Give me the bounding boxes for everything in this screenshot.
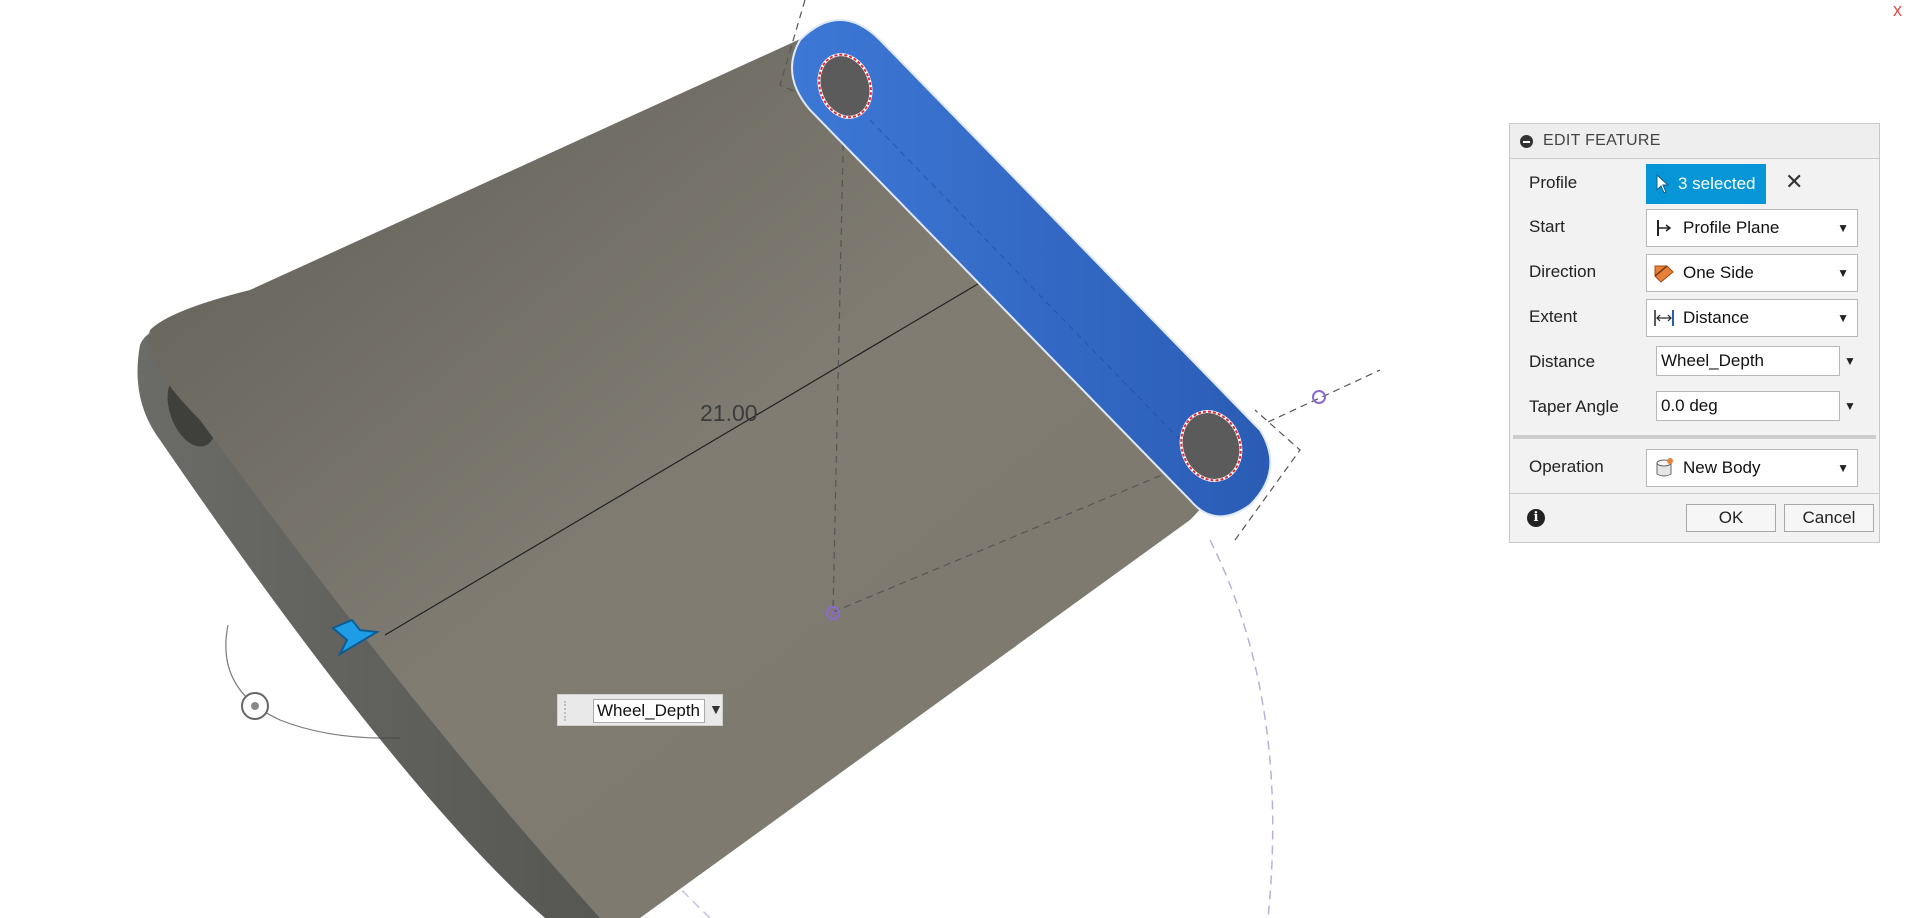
chevron-down-icon[interactable]: ▼ <box>1844 354 1856 368</box>
direction-select[interactable]: One Side ▼ <box>1646 254 1858 292</box>
new-body-icon <box>1656 458 1673 477</box>
taper-angle-label: Taper Angle <box>1529 397 1619 416</box>
selected-hole-top <box>817 53 873 119</box>
extent-label: Extent <box>1529 307 1578 326</box>
construction-line <box>832 454 1211 613</box>
sketch-point <box>826 606 840 620</box>
profile-selection-count: 3 selected <box>1678 174 1756 193</box>
start-value: Profile Plane <box>1683 218 1780 237</box>
chevron-down-icon[interactable]: ▼ <box>709 701 723 717</box>
profile-row: Profile 3 selected ✕ <box>1510 163 1879 204</box>
direction-row: Direction One Side ▼ <box>1510 252 1879 292</box>
chevron-down-icon: ▼ <box>1837 311 1849 325</box>
panel-title: EDIT FEATURE <box>1543 132 1661 149</box>
one-side-icon <box>1654 265 1674 283</box>
profile-label: Profile <box>1529 173 1578 192</box>
sketch-point <box>1312 390 1326 404</box>
corner-mark: x <box>1893 0 1902 20</box>
distance-icon <box>1654 310 1674 326</box>
chevron-down-icon: ▼ <box>1837 266 1849 280</box>
inline-distance-input[interactable]: Wheel_Depth <box>593 699 705 723</box>
panel-header[interactable]: EDIT FEATURE <box>1510 124 1879 159</box>
panel-footer: i OK Cancel <box>1510 493 1879 544</box>
taper-angle-row: Taper Angle 0.0 deg ▼ <box>1510 387 1879 427</box>
direction-label: Direction <box>1529 262 1597 281</box>
chevron-down-icon: ▼ <box>1837 221 1849 235</box>
cancel-button[interactable]: Cancel <box>1784 504 1874 532</box>
taper-angle-input[interactable]: 0.0 deg <box>1656 391 1840 421</box>
start-select[interactable]: Profile Plane ▼ <box>1646 209 1858 247</box>
divider <box>1513 435 1876 439</box>
distance-input[interactable]: Wheel_Depth <box>1656 346 1840 376</box>
chevron-down-icon: ▼ <box>1837 461 1849 475</box>
model-top-face <box>148 30 1251 918</box>
direction-value: One Side <box>1683 263 1754 282</box>
construction-line <box>832 59 846 613</box>
drag-grip-icon[interactable] <box>564 701 574 721</box>
operation-label: Operation <box>1529 457 1604 476</box>
selected-profile <box>791 19 1272 518</box>
profile-selection-button[interactable]: 3 selected <box>1646 164 1766 204</box>
chevron-down-icon[interactable]: ▼ <box>1844 399 1856 413</box>
dimension-label[interactable]: 21.00 <box>700 400 758 426</box>
ok-button[interactable]: OK <box>1686 504 1776 532</box>
extent-value: Distance <box>1683 308 1750 327</box>
rotation-manipulator <box>225 624 401 739</box>
edit-feature-panel: EDIT FEATURE Profile 3 selected ✕ Start … <box>1509 123 1880 543</box>
profile-plane-icon <box>1657 220 1672 236</box>
operation-select[interactable]: New Body ▼ <box>1646 449 1858 487</box>
distance-label: Distance <box>1529 352 1596 371</box>
clear-selection-icon[interactable]: ✕ <box>1785 169 1804 194</box>
dimension-line <box>384 261 1016 636</box>
sketch-arc <box>1209 539 1274 918</box>
distance-arrow-handle <box>331 618 381 657</box>
inline-distance-editor[interactable]: Wheel_Depth ▼ <box>557 694 723 726</box>
distance-row: Distance Wheel_Depth ▼ <box>1510 342 1879 382</box>
operation-row: Operation New Body ▼ <box>1510 447 1879 487</box>
cursor-icon <box>1656 174 1670 194</box>
extent-select[interactable]: Distance ▼ <box>1646 299 1858 337</box>
collapse-icon[interactable] <box>1520 134 1533 148</box>
operation-value: New Body <box>1683 458 1761 477</box>
start-label: Start <box>1529 217 1565 236</box>
start-row: Start Profile Plane ▼ <box>1510 207 1879 247</box>
extent-row: Extent Distance ▼ <box>1510 297 1879 337</box>
info-icon[interactable]: i <box>1527 509 1545 527</box>
